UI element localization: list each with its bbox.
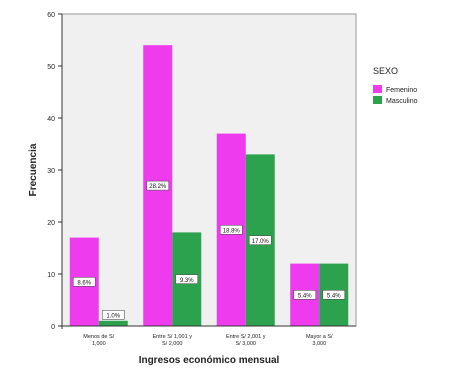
x-axis-title: Ingresos económico mensual xyxy=(139,355,280,366)
legend-swatch-femenino xyxy=(373,85,382,93)
data-label: 9.3% xyxy=(180,278,194,284)
legend-label-femenino: Femenino xyxy=(386,87,417,94)
legend-title: SEXO xyxy=(373,66,398,76)
data-label: 5.4% xyxy=(298,293,312,299)
y-tick-label: 20 xyxy=(47,220,55,227)
x-tick-label: Entre S/ 2,001 y S/ 3,000 xyxy=(226,334,266,347)
y-tick-label: 40 xyxy=(47,116,55,123)
y-tick-label: 60 xyxy=(47,12,55,19)
data-label: 28.2% xyxy=(149,184,167,190)
x-tick-label: Entre S/ 1,001 y S/ 2,000 xyxy=(153,334,193,347)
y-tick-label: 50 xyxy=(47,64,55,71)
bar-masculino xyxy=(98,320,128,326)
y-tick-label: 0 xyxy=(51,324,55,331)
data-label: 8.6% xyxy=(77,280,91,286)
legend-swatch-masculino xyxy=(373,96,382,104)
data-label: 17.0% xyxy=(252,239,270,245)
x-tick-label: Mayor a S/3,000 xyxy=(306,334,333,347)
data-label-box xyxy=(248,235,272,245)
data-label-box xyxy=(72,276,96,287)
data-label-box xyxy=(146,180,170,191)
data-label: 18.8% xyxy=(223,228,241,234)
y-tick-label: 10 xyxy=(47,272,55,279)
data-label: 5.4% xyxy=(327,293,341,299)
x-tick-label: Menos de S/1,000 xyxy=(83,334,114,347)
data-label: 1.0% xyxy=(106,313,120,319)
y-axis-title: Frecuencia xyxy=(28,143,39,196)
y-tick-label: 30 xyxy=(47,168,55,175)
data-label-box xyxy=(293,289,317,300)
legend-label-masculino: Masculino xyxy=(386,98,418,105)
data-label-box xyxy=(101,309,125,320)
data-label-box xyxy=(219,225,243,235)
data-label-box xyxy=(322,289,346,300)
data-label-box xyxy=(175,274,199,285)
